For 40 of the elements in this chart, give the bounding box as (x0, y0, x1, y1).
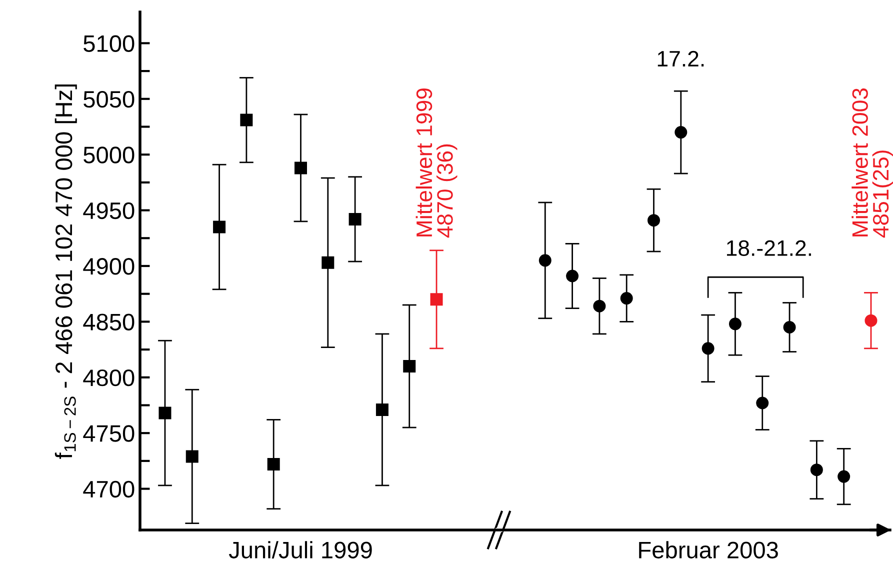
point (348, 212, 362, 226)
point (756, 396, 769, 410)
point (566, 270, 579, 282)
y-tick-label: 5050 (84, 90, 134, 108)
y-tick-label: 4900 (83, 258, 134, 275)
point (322, 256, 334, 269)
annotation: Mittelwert 1999 4870 (36) (416, 88, 458, 238)
annotation: 17.2. (658, 50, 704, 66)
y-tick-label: 5000 (84, 146, 134, 164)
y-tick-label: 4750 (83, 425, 134, 442)
point (376, 403, 388, 416)
x-tick-label: Februar 2003 (639, 541, 778, 558)
point (213, 220, 226, 234)
point (186, 450, 198, 463)
y-tick-label: 4800 (83, 369, 134, 386)
point (728, 318, 742, 330)
point (648, 214, 660, 227)
point (620, 292, 633, 305)
annotation: 18.-21.2. (727, 240, 811, 256)
point (403, 360, 416, 372)
y-axis-title: f$_{1S−2S}$ - 2 466 061 102 470 000 [Hz] (54, 84, 77, 459)
y-tick-label: 4850 (83, 314, 134, 330)
x-tick-label: Juni/Juli 1999 (228, 541, 372, 558)
y-tick-label: 4700 (83, 480, 134, 498)
point (240, 114, 253, 126)
point (838, 470, 850, 483)
point (864, 314, 878, 327)
annotation: Mittelwert 2003 4851(25) (852, 88, 893, 238)
point (593, 300, 606, 312)
point (674, 126, 688, 139)
point (538, 254, 552, 267)
point (294, 162, 308, 174)
point (810, 464, 823, 476)
y-tick-label: 5100 (84, 35, 134, 52)
point (158, 406, 172, 420)
point (783, 321, 796, 334)
y-tick-label: 4950 (83, 202, 134, 220)
point (267, 458, 280, 471)
point (702, 342, 714, 355)
point (430, 293, 443, 306)
